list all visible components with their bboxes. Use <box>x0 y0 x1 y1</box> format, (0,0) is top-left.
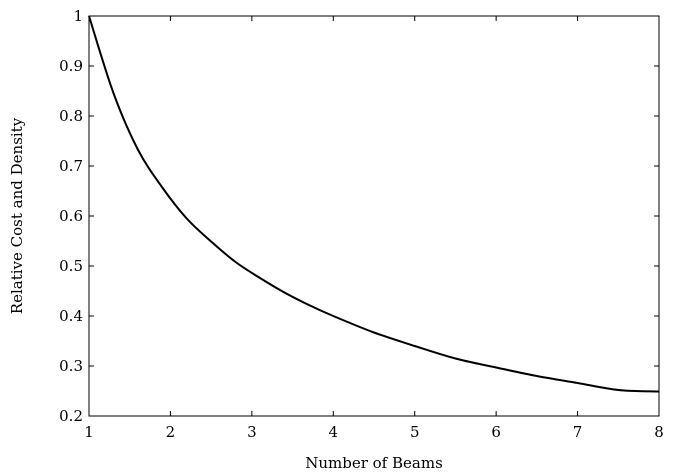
x-axis-label: Number of Beams <box>305 454 443 472</box>
y-tick-label: 0.7 <box>59 157 83 175</box>
y-tick-label: 0.4 <box>59 307 83 325</box>
y-tick-label: 0.6 <box>59 207 83 225</box>
x-tick-label: 3 <box>247 423 257 441</box>
plot-frame <box>88 15 660 417</box>
series-line <box>88 15 660 393</box>
y-tick-label: 0.2 <box>59 407 83 425</box>
y-axis: 0.2 0.3 0.4 0.5 0.6 0.7 0.8 0.9 1 <box>59 7 659 425</box>
x-tick-label: 7 <box>573 423 583 441</box>
x-tick-label: 2 <box>166 423 176 441</box>
y-tick-label: 1 <box>73 7 83 25</box>
y-tick-label: 0.8 <box>59 107 83 125</box>
x-axis: 1 2 3 4 5 6 7 8 <box>84 16 664 441</box>
x-tick-label: 6 <box>491 423 501 441</box>
x-tick-label: 4 <box>329 423 339 441</box>
y-tick-label: 0.5 <box>59 257 83 275</box>
x-tick-label: 5 <box>410 423 420 441</box>
y-axis-label: Relative Cost and Density <box>8 117 26 314</box>
x-tick-label: 1 <box>84 423 94 441</box>
y-tick-label: 0.3 <box>59 357 83 375</box>
x-tick-label: 8 <box>654 423 664 441</box>
y-tick-label: 0.9 <box>59 57 83 75</box>
